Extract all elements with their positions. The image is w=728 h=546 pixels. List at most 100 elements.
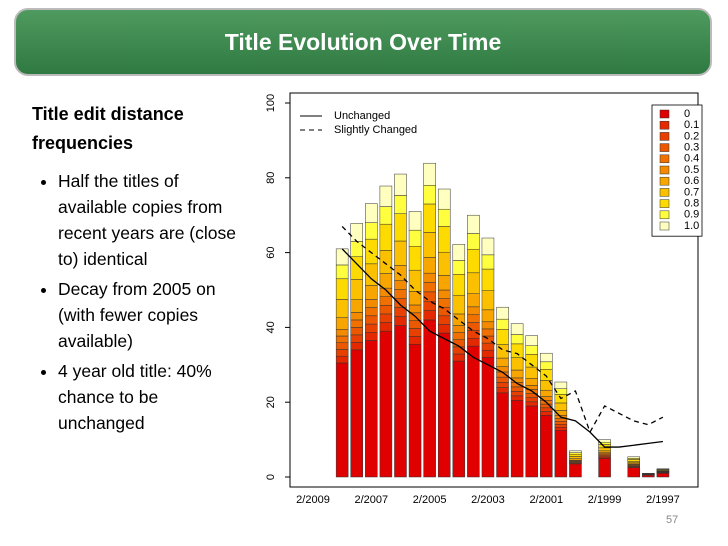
bar-segment: [350, 342, 363, 351]
bar-segment: [627, 459, 641, 462]
bar-segment: [525, 345, 538, 355]
bar-segment: [525, 397, 538, 403]
bar-segment: [540, 389, 553, 397]
bar-segment: [408, 343, 422, 478]
legend-swatch: [659, 188, 670, 197]
bar-segment: [452, 260, 466, 275]
bar-segment: [496, 329, 509, 345]
bar-segment: [335, 317, 349, 330]
bar-segment: [437, 315, 451, 325]
legend-swatch: [659, 154, 670, 164]
bar-segment: [379, 250, 393, 274]
bar-segment: [554, 402, 568, 411]
y-tick-label: 20: [265, 396, 277, 408]
bar-segment: [365, 203, 378, 223]
bar-segment: [437, 208, 451, 227]
y-tick-label: 60: [265, 246, 277, 258]
bar-segment: [525, 378, 538, 386]
legend-label: 0: [684, 108, 690, 120]
bar-segment: [350, 241, 363, 257]
legend-swatch: [659, 221, 670, 231]
bar-segment: [423, 282, 436, 293]
bar-segment: [437, 332, 451, 478]
bar-segment: [350, 334, 363, 343]
bar-segment: [452, 244, 466, 261]
bar-segment: [452, 332, 466, 340]
page-number: 57: [666, 514, 679, 526]
bar-segment: [481, 237, 495, 256]
bar-segment: [408, 320, 422, 329]
bar-segment: [525, 405, 538, 478]
bar-segment: [365, 315, 378, 325]
bar-segment: [554, 421, 568, 425]
bar-segment: [379, 313, 393, 323]
bar-segment: [379, 223, 393, 251]
bar-segment: [452, 325, 466, 333]
bar-segment: [569, 450, 582, 453]
bar-segment: [423, 162, 436, 186]
bar-segment: [554, 424, 568, 428]
legend-label: Unchanged: [334, 110, 390, 122]
legend-swatch: [659, 210, 670, 220]
bar-segment: [423, 310, 436, 321]
bar-segment: [569, 453, 582, 457]
bar-segment: [437, 275, 451, 291]
bar-segment: [627, 467, 641, 478]
bar-segment: [540, 411, 553, 416]
bar-segment: [467, 330, 480, 339]
legend-swatch: [659, 165, 670, 175]
bar-segment: [365, 307, 378, 317]
bullet: 4 year old title: 40% chance to be uncha…: [58, 358, 237, 436]
bar-segment: [408, 245, 422, 271]
x-tick-label: 2/1999: [588, 494, 622, 506]
bar-segment: [350, 319, 363, 328]
bar-segment: [540, 352, 553, 363]
bar-segment: [452, 360, 466, 478]
bar-segment: [569, 456, 582, 459]
bar-segment: [540, 407, 553, 412]
bar-segment: [394, 195, 407, 214]
legend-label: 0.9: [684, 209, 699, 221]
bar-segment: [394, 213, 407, 242]
bar-segment: [408, 304, 422, 314]
legend-label: 0.8: [684, 198, 699, 210]
bar-segment: [408, 269, 422, 292]
slide-title: Title Evolution Over Time: [14, 8, 712, 76]
bar-segment: [467, 233, 480, 250]
bar-segment: [496, 366, 509, 373]
bar-segment: [379, 322, 393, 332]
bar-segment: [365, 238, 378, 265]
bar-segment: [394, 280, 407, 290]
bar-segment: [335, 264, 349, 280]
bar-segment: [467, 306, 480, 315]
bar-segment: [379, 273, 393, 289]
bar-segment: [598, 447, 611, 452]
bar-segment: [379, 296, 393, 306]
legend-label: 0.3: [684, 142, 699, 154]
bar-segment: [335, 349, 349, 357]
bar-segment: [525, 401, 538, 407]
bar-segment: [365, 222, 378, 240]
x-tick-label: 2/2007: [354, 494, 388, 506]
bar-segment: [525, 335, 538, 346]
bar-segment: [350, 312, 363, 321]
bar-segment: [496, 318, 509, 330]
y-tick-label: 80: [265, 172, 277, 184]
bar-segment: [569, 463, 582, 478]
bar-segment: [481, 254, 495, 270]
bar-segment: [379, 305, 393, 315]
x-tick-label: 2/2005: [413, 494, 447, 506]
bar-segment: [379, 206, 393, 225]
bar-segment: [467, 314, 480, 323]
bar-segment: [452, 294, 466, 315]
bar-segment: [423, 185, 436, 205]
legend-swatch: [659, 199, 670, 208]
legend-label: 0.6: [684, 175, 699, 187]
x-tick-label: 2/1997: [646, 494, 680, 506]
bar-segment: [467, 337, 480, 347]
bar-segment: [496, 387, 509, 394]
legend-swatch: [659, 120, 670, 130]
legend-label: 0.7: [684, 186, 699, 198]
legend-label: 1.0: [684, 220, 699, 232]
